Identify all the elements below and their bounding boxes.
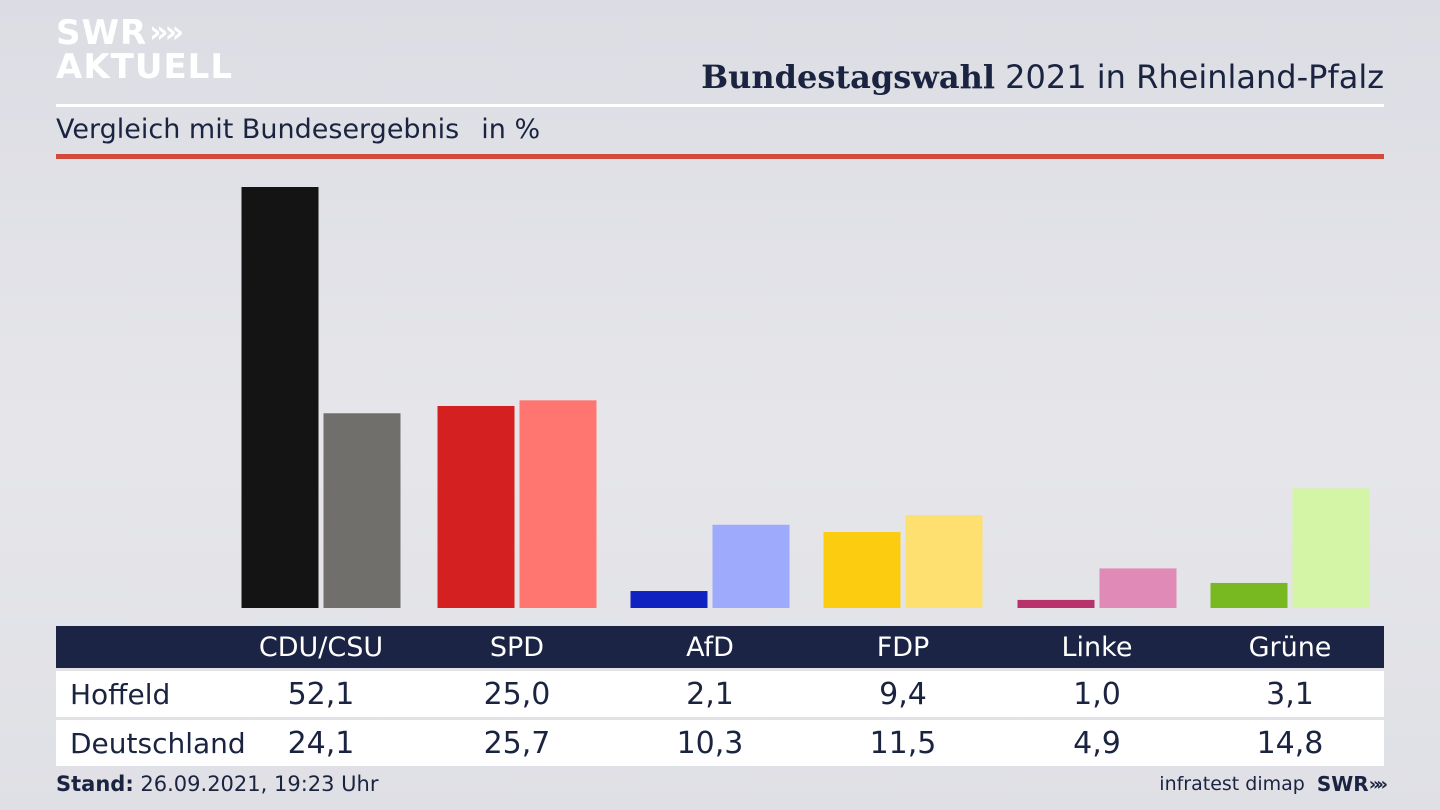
footer-chevron-icon: » [1368, 773, 1380, 795]
logo-swr-text: SWR [56, 13, 148, 53]
table-row-deutschland: Deutschland 24,1 25,7 10,3 11,5 4,9 14,8 [56, 720, 1384, 766]
table-cell: 9,4 [879, 676, 927, 712]
table-cell: 52,1 [287, 676, 355, 712]
bar-afd-hoffeld [630, 591, 708, 608]
subtitle-divider [56, 154, 1384, 159]
column-header-afd: AfD [686, 631, 734, 663]
bar-cducsu-hoffeld [241, 187, 319, 608]
bar-linke-deutschland [1099, 568, 1177, 608]
table-cell: 25,0 [483, 676, 551, 712]
unit-label: in % [481, 114, 541, 145]
table-cell: 14,8 [1256, 725, 1324, 761]
stand-value: 26.09.2021, 19:23 Uhr [133, 772, 379, 796]
footer-chevron-icon-2: » [1376, 773, 1387, 795]
swr-aktuell-logo: SWR»» AKTUELL [56, 13, 234, 87]
title-divider [56, 104, 1384, 107]
column-header-fdp: FDP [876, 631, 930, 663]
table-cell: 24,1 [287, 725, 355, 761]
bar-fdp-hoffeld [823, 532, 901, 608]
table-cell: 2,1 [686, 676, 734, 712]
bar-spd-hoffeld [437, 405, 515, 608]
bar-grüne-deutschland [1292, 488, 1370, 608]
chart-title-rest: 2021 in Rheinland-Pfalz [995, 58, 1384, 96]
chart-title-bold: Bundestagswahl [701, 58, 995, 96]
table-cell: 1,0 [1073, 676, 1121, 712]
logo-aktuell-text: AKTUELL [56, 47, 234, 87]
chart-subtitle: Vergleich mit Bundesergebnis in % [56, 114, 540, 145]
footer-swr-logo: SWR [1316, 772, 1369, 796]
column-header-spd: SPD [489, 631, 545, 663]
bar-afd-deutschland [712, 524, 790, 608]
table-header-row: CDU/CSU SPD AfD FDP Linke Grüne [56, 626, 1384, 668]
source-credit: infratest dimap SWR»» [1159, 772, 1388, 796]
table-cell: 3,1 [1266, 676, 1314, 712]
stand-label: Stand: [56, 772, 134, 796]
bar-linke-hoffeld [1017, 599, 1095, 608]
timestamp: Stand: 26.09.2021, 19:23 Uhr [56, 772, 379, 796]
table-cell: 4,9 [1073, 725, 1121, 761]
column-header-grüne: Grüne [1248, 631, 1332, 663]
table-cell: 11,5 [869, 725, 937, 761]
source-label: infratest dimap [1159, 773, 1305, 795]
table-row-hoffeld: Hoffeld 52,1 25,0 2,1 9,4 1,0 3,1 [56, 671, 1384, 717]
column-header-cducsu: CDU/CSU [258, 631, 384, 663]
column-header-linke: Linke [1061, 631, 1133, 663]
bar-spd-deutschland [519, 400, 597, 608]
chart-title: Bundestagswahl 2021 in Rheinland-Pfalz [701, 58, 1384, 96]
table-cell: 10,3 [676, 725, 744, 761]
bar-fdp-deutschland [905, 515, 983, 608]
table-cell: 25,7 [483, 725, 551, 761]
bar-grüne-hoffeld [1210, 582, 1288, 608]
subtitle-text: Vergleich mit Bundesergebnis [56, 114, 460, 145]
results-table: CDU/CSU SPD AfD FDP Linke Grüne Hoffeld 52,1 2… [56, 626, 1384, 766]
row-label-hoffeld: Hoffeld [70, 677, 171, 711]
row-label-deutschland: Deutschland [70, 726, 246, 760]
bar-cducsu-deutschland [323, 413, 401, 608]
